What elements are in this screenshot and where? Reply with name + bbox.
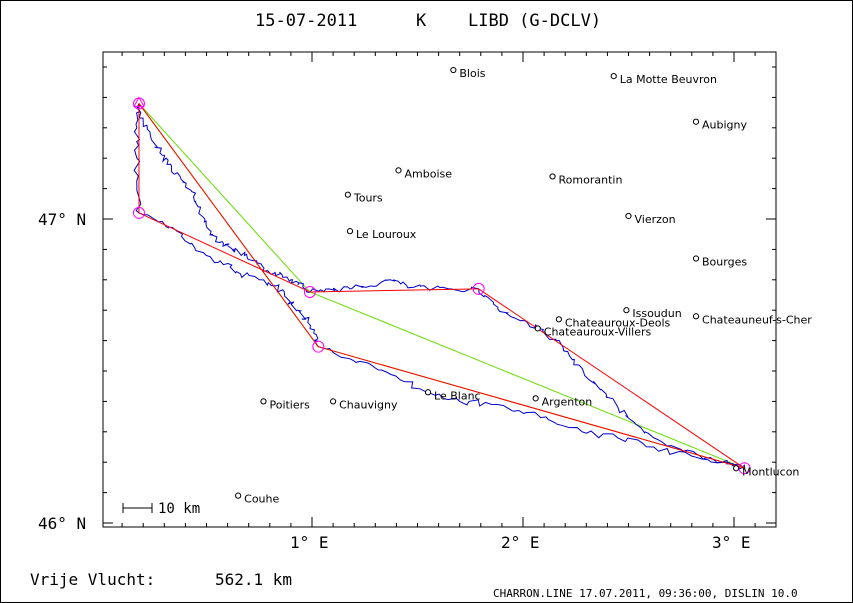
place-label: Poitiers <box>269 398 310 411</box>
place-marker <box>344 191 351 198</box>
place-label: Issoudun <box>632 307 681 320</box>
turnpoint-circle <box>303 285 316 298</box>
place-marker <box>330 398 337 405</box>
y-tick-label: 47° N <box>38 210 86 229</box>
place-label: Aubigny <box>702 119 747 132</box>
scale-bar: 10 km <box>122 501 200 517</box>
y-tick-label: 46° N <box>38 514 86 533</box>
place-label: Chateauneuf-s-Cher <box>702 313 812 326</box>
place-marker <box>549 173 556 180</box>
place-label: Montlucon <box>742 465 799 478</box>
credit-line: CHARRON.LINE 17.07.2011, 09:36:00, DISLI… <box>493 587 798 600</box>
task-leg <box>478 288 745 469</box>
place-marker <box>692 118 700 125</box>
place-marker <box>260 398 267 405</box>
place-label: Amboise <box>405 167 453 180</box>
header-class: K <box>416 11 427 31</box>
scale-bar-label: 10 km <box>158 501 200 517</box>
place-marker <box>623 307 630 314</box>
place-marker <box>395 167 402 174</box>
header-date: 15-07-2011 <box>255 11 357 31</box>
turnpoint-circle <box>472 282 485 295</box>
place-marker <box>532 395 539 402</box>
place-label: Le Louroux <box>356 228 417 241</box>
place-marker <box>346 228 354 235</box>
place-marker <box>534 325 541 332</box>
track-line <box>133 103 746 470</box>
place-label: Chateauroux-Deols <box>565 316 671 329</box>
task-leg <box>309 288 479 293</box>
place-label: Chauvigny <box>339 398 398 411</box>
place-marker <box>692 313 700 320</box>
place-label: Couhe <box>244 493 279 506</box>
distance-value: 562.1 km <box>215 570 292 589</box>
green-leg <box>138 103 311 293</box>
x-tick-label: 2° E <box>501 533 540 552</box>
place-label: La Motte Beuvron <box>620 73 717 86</box>
place-label: Argenton <box>542 395 593 408</box>
task-leg <box>318 346 745 469</box>
x-tick-label: 3° E <box>712 533 751 552</box>
places: Blois La Motte Beuvron Aubigny Amboise Romor… <box>235 66 812 506</box>
place-marker <box>692 255 700 262</box>
place-marker <box>733 465 740 472</box>
place-label: Romorantin <box>559 173 623 186</box>
place-marker <box>424 389 432 396</box>
header-airfield: LIBD (G-DCLV) <box>468 11 601 31</box>
task-legs <box>138 103 745 469</box>
place-label: Le Blanc <box>434 389 481 402</box>
comparison-legs <box>138 103 745 469</box>
place-label: Bourges <box>702 256 747 269</box>
plot-frame <box>102 51 777 528</box>
flight-track <box>133 103 746 470</box>
place-marker <box>450 66 457 74</box>
task-leg <box>138 103 319 347</box>
place-label: Blois <box>459 67 485 80</box>
axis-layer: 1° E 2° E 3° E 47° N 46° N <box>38 52 776 552</box>
start-triangle <box>133 96 145 107</box>
distance-label: Vrije Vlucht: <box>30 570 155 589</box>
place-marker <box>235 492 242 499</box>
turnpoint-circle <box>312 340 325 353</box>
green-leg <box>309 291 745 469</box>
turnpoints <box>132 96 751 475</box>
place-label: Vierzon <box>635 213 676 226</box>
task-leg <box>138 212 311 293</box>
place-marker <box>625 212 632 220</box>
place-label: Tours <box>353 192 383 205</box>
place-marker <box>610 73 617 80</box>
turnpoint-circle <box>132 206 145 219</box>
place-marker <box>555 316 562 323</box>
place-label: Chateauroux-Villers <box>544 325 652 338</box>
x-tick-label: 1° E <box>290 533 329 552</box>
